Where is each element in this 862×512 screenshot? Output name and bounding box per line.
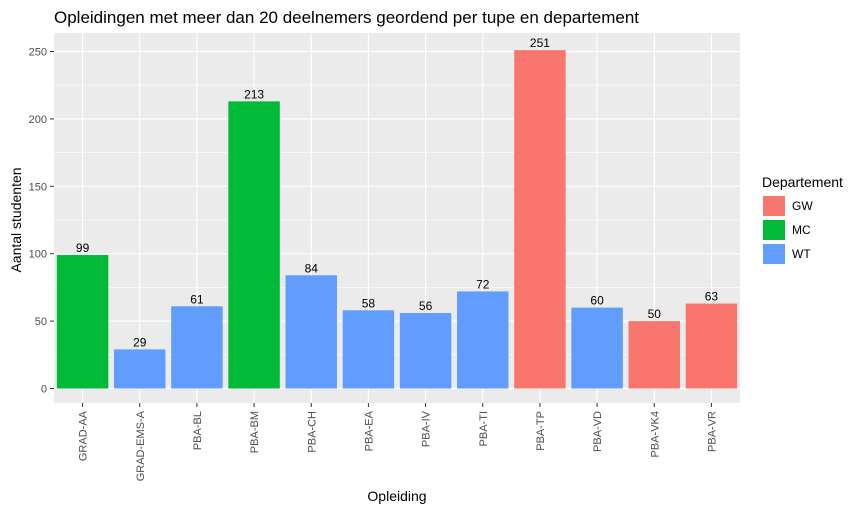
- x-tick-label: PBA-VR: [706, 411, 718, 452]
- bar-pba-bl: [171, 306, 223, 389]
- bar-value-label: 58: [362, 296, 376, 310]
- y-tick-label: 100: [29, 249, 47, 261]
- x-tick-label: PBA-EA: [363, 410, 375, 451]
- bar-grad-aa: [56, 255, 109, 389]
- bar-labels: 99 29 61 213 84 58 56 72 251 60 50 63: [76, 36, 719, 349]
- bar-pba-bm: [228, 101, 280, 389]
- bar-pba-tp: [514, 50, 566, 389]
- bar-value-label: 99: [76, 241, 90, 255]
- x-tick-label: PBA-BM: [249, 411, 261, 453]
- bar-pba-ea: [342, 310, 395, 389]
- y-tick-label: 0: [41, 384, 47, 396]
- x-axis: GRAD-AA GRAD-EMS-A PBA-BL PBA-BM PBA-CH PBA-E…: [78, 403, 718, 481]
- bar-value-label: 60: [590, 294, 604, 308]
- chart-title: Opleidingen met meer dan 20 deelnemers g…: [54, 8, 639, 27]
- legend-label-wt: WT: [792, 247, 811, 261]
- legend-swatch-mc: [763, 220, 785, 240]
- legend-swatch-wt: [763, 244, 785, 264]
- plot-panel: [54, 33, 740, 403]
- x-tick-label: PBA-VD: [592, 411, 604, 452]
- legend-label-mc: MC: [792, 223, 811, 237]
- bar-value-label: 29: [133, 335, 147, 349]
- bar-pba-vd: [571, 307, 623, 389]
- x-tick-label: PBA-TI: [478, 411, 490, 446]
- bar-pba-iv: [399, 313, 452, 389]
- y-tick-label: 200: [29, 114, 47, 126]
- x-tick-label: PBA-TP: [535, 411, 547, 451]
- y-tick-label: 150: [29, 181, 47, 193]
- bar-value-label: 84: [305, 261, 319, 275]
- y-tick-label: 50: [35, 316, 47, 328]
- bar-pba-vk4: [628, 321, 680, 389]
- bar-value-label: 63: [705, 290, 719, 304]
- bar-pba-vr: [685, 303, 738, 389]
- bar-value-label: 50: [648, 307, 662, 321]
- x-tick-label: PBA-IV: [421, 410, 433, 447]
- bar-value-label: 61: [190, 292, 204, 306]
- legend-swatch-gw: [763, 196, 785, 216]
- bar-pba-ch: [285, 275, 337, 389]
- x-tick-label: PBA-BL: [192, 411, 204, 450]
- y-axis: 0 50 100 150 200 250: [29, 47, 54, 396]
- x-tick-label: GRAD-AA: [78, 410, 90, 461]
- y-tick-label: 250: [29, 47, 47, 59]
- bar-value-label: 251: [530, 36, 550, 50]
- bar-grad-ems-a: [114, 349, 166, 389]
- bar-value-label: 56: [419, 299, 433, 313]
- bar-pba-ti: [457, 291, 509, 389]
- bar-value-label: 72: [476, 277, 490, 291]
- x-tick-label: GRAD-EMS-A: [135, 410, 147, 481]
- x-tick-label: PBA-VK4: [649, 411, 661, 457]
- y-axis-title: Aantal studenten: [8, 167, 24, 272]
- legend-label-gw: GW: [792, 199, 813, 213]
- bar-value-label: 213: [244, 87, 264, 101]
- bars: [56, 50, 738, 389]
- x-tick-label: PBA-CH: [306, 411, 318, 453]
- x-axis-title: Opleiding: [367, 488, 426, 504]
- legend: Departement GW MC WT: [762, 174, 843, 264]
- grid-minor: [54, 84, 740, 356]
- legend-title: Departement: [762, 174, 843, 190]
